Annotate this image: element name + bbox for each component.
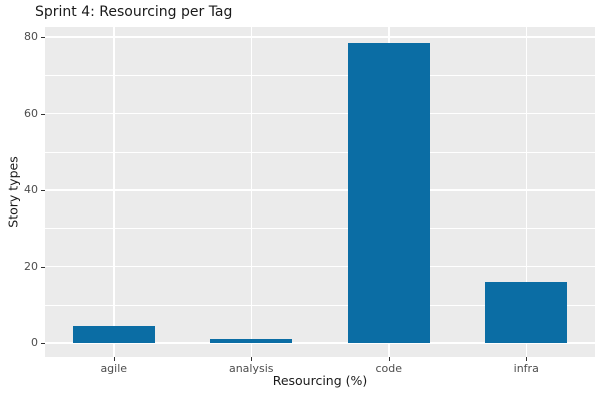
bar-code (347, 42, 430, 343)
y-tick-label: 20 (24, 259, 38, 273)
y-tick-label: 60 (24, 106, 38, 120)
x-tick-label: agile (100, 362, 128, 375)
gridline-minor (45, 75, 595, 77)
bar-analysis (210, 339, 293, 343)
y-tick-label: 40 (24, 183, 38, 196)
y-tick-mark (41, 343, 45, 344)
bar-infra (485, 281, 568, 343)
gridline-vertical-infra (525, 27, 527, 357)
y-tick-mark (41, 266, 45, 268)
x-tick-mark (388, 357, 390, 361)
gridline-major (45, 342, 595, 344)
x-tick-mark (251, 357, 253, 361)
x-tick-mark (113, 357, 115, 361)
x-tick-label: code (375, 362, 403, 375)
y-tick-label: 80 (24, 30, 38, 43)
gridline-vertical-analysis (250, 27, 252, 357)
gridline-major (45, 189, 595, 191)
y-tick-mark (41, 190, 45, 191)
gridline-major (45, 36, 595, 38)
gridline-major (45, 265, 595, 268)
x-axis-title: Resourcing (%) (272, 373, 368, 388)
gridline-minor (45, 304, 595, 306)
bar-agile (72, 325, 155, 343)
x-tick-label: infra (513, 362, 539, 375)
x-tick-mark (526, 357, 528, 361)
gridline-minor (45, 228, 595, 230)
gridline-minor (45, 151, 595, 153)
gridline-major (45, 112, 595, 115)
y-tick-mark (41, 113, 45, 115)
x-tick-label: analysis (228, 362, 274, 375)
y-tick-mark (41, 37, 45, 38)
gridline-vertical-agile (113, 27, 115, 357)
plot-panel (45, 27, 595, 357)
chart-title: Sprint 4: Resourcing per Tag (35, 4, 233, 20)
y-tick-label: 0 (31, 336, 38, 349)
